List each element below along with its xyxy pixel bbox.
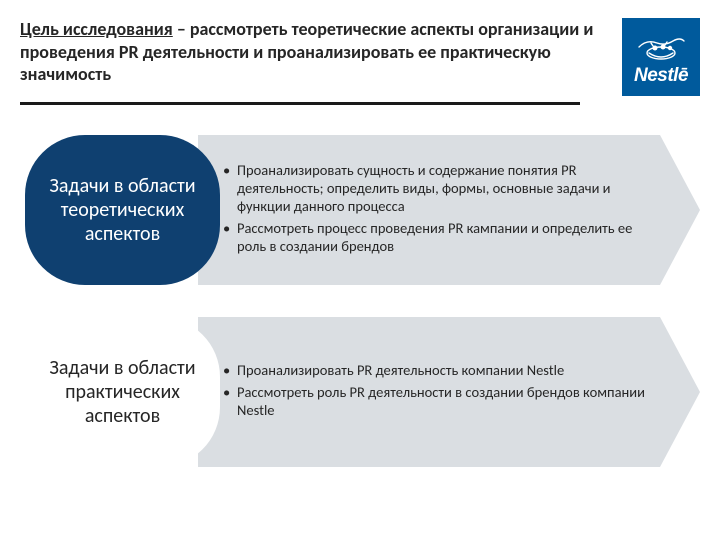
arrow-head-icon — [660, 135, 700, 285]
arrow-body: Проанализировать PR деятельность компани… — [198, 317, 660, 467]
pill-label: Задачи в области теоретических аспектов — [39, 174, 206, 246]
pill-theoretical: Задачи в области теоретических аспектов — [25, 135, 220, 285]
title-prefix: Цель исследования — [20, 18, 173, 40]
task-row-theoretical: Задачи в области теоретических аспектов … — [25, 135, 700, 285]
nestle-logo: Nestlē — [622, 18, 700, 96]
logo-wordmark: Nestlē — [634, 65, 688, 87]
list-item: Рассмотреть роль PR деятельности в созда… — [223, 383, 650, 419]
pill-practical: Задачи в области практических аспектов — [25, 317, 220, 467]
content: Задачи в области теоретических аспектов … — [0, 105, 720, 467]
page-title: Цель исследования – рассмотреть теоретич… — [20, 18, 622, 86]
arrow-body: Проанализировать сущность и содержание п… — [198, 135, 660, 285]
nest-icon — [635, 27, 687, 63]
task-row-practical: Задачи в области практических аспектов П… — [25, 317, 700, 467]
bullet-list: Проанализировать PR деятельность компани… — [223, 361, 650, 423]
list-item: Проанализировать сущность и содержание п… — [223, 161, 650, 215]
arrow-head-icon — [660, 317, 700, 467]
bullet-list: Проанализировать сущность и содержание п… — [223, 161, 650, 260]
pill-label: Задачи в области практических аспектов — [39, 356, 206, 428]
list-item: Рассмотреть процесс проведения PR кампан… — [223, 219, 650, 255]
list-item: Проанализировать PR деятельность компани… — [223, 361, 650, 379]
header: Цель исследования – рассмотреть теоретич… — [0, 0, 720, 96]
